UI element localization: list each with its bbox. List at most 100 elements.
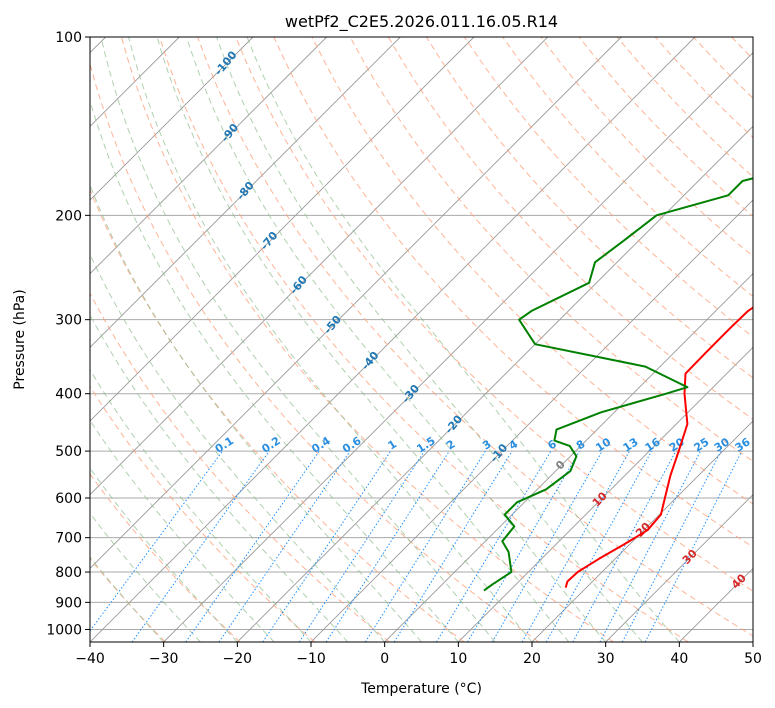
mixing-ratio-label: 1	[386, 437, 400, 452]
mixing-ratio-line	[325, 450, 450, 642]
moist-adiabat-line	[100, 37, 496, 642]
dry-adiabat-line	[349, 37, 753, 462]
mixing-ratio-label: 20	[667, 435, 687, 454]
mixing-ratio-line	[599, 450, 701, 642]
y-tick-label: 800	[55, 565, 82, 581]
y-tick-label: 400	[55, 387, 82, 403]
y-tick-label: 900	[55, 595, 82, 611]
mixing-ratio-label: 25	[692, 435, 712, 454]
moist-adiabat-label: 10	[590, 489, 610, 509]
background-lines	[90, 37, 775, 642]
y-tick-label: 500	[55, 444, 82, 460]
x-tick-label: 10	[449, 651, 467, 667]
dewpoint-profile-line	[483, 177, 753, 592]
plot-area: 0.1 0.2 0.4 0.6 1 1.5 2 3 4 6 8 10 13 16 20 25 30 36-100-…	[90, 37, 775, 642]
x-tick-label: −10	[296, 651, 326, 667]
mixing-ratio-label: 2	[444, 437, 458, 452]
x-tick-label: −40	[75, 651, 105, 667]
dry-adiabat-label: -40	[359, 349, 382, 373]
dry-adiabat-line	[90, 188, 465, 642]
y-tick-label: 300	[55, 313, 82, 329]
mixing-ratio-label: 10	[593, 435, 613, 454]
chart-title: wetPf2_C2E5.2026.011.16.05.R14	[285, 12, 558, 32]
temperature-profile-line	[564, 306, 753, 588]
mixing-ratio-label: 1.5	[414, 434, 437, 456]
dry-adiabat-label: -50	[321, 313, 344, 337]
moist-adiabat-line	[90, 183, 422, 642]
isotherm-line	[384, 273, 753, 642]
dry-adiabat-line	[90, 385, 316, 642]
moist-adiabat-label: 0	[553, 458, 568, 473]
isotherm-line	[90, 37, 401, 348]
isotherm-line	[237, 125, 753, 642]
dry-adiabat-label: -60	[287, 273, 310, 297]
y-axis: 100 200 300 400 500 600 700 800 900 1000	[46, 30, 90, 638]
y-axis-label: Pressure (hPa)	[12, 289, 28, 389]
x-axis: −40 −30 −20 −10 0 10 20 30 40 50	[75, 642, 762, 667]
dry-adiabat-line	[235, 37, 753, 592]
dry-adiabat-line	[90, 473, 241, 642]
isotherm-line	[90, 37, 696, 642]
dry-adiabat-line	[197, 37, 753, 637]
x-axis-label: Temperature (°C)	[360, 681, 482, 697]
mixing-ratio-label: 13	[621, 435, 641, 454]
dry-adiabat-line	[464, 37, 753, 338]
dry-adiabat-line	[770, 37, 775, 642]
isotherm-line	[605, 494, 753, 642]
y-tick-label: 200	[55, 208, 82, 224]
isotherm-line	[90, 37, 475, 422]
x-tick-label: 40	[670, 651, 688, 667]
series-layer	[483, 177, 753, 592]
x-tick-label: −30	[149, 651, 179, 667]
dry-adiabat-line	[387, 37, 753, 420]
y-tick-label: 1000	[46, 622, 82, 638]
dry-adiabat-label: -30	[399, 382, 422, 406]
dry-adiabat-label: -100	[212, 48, 240, 78]
mixing-ratio-line	[393, 450, 513, 642]
mixing-ratio-line	[218, 450, 351, 642]
mixing-ratio-label: 30	[712, 435, 732, 454]
moist-adiabat-line	[216, 37, 643, 642]
dry-adiabat-line	[120, 37, 614, 642]
moist-adiabat-line	[128, 37, 533, 642]
y-tick-label: 700	[55, 531, 82, 547]
isotherm-line	[163, 52, 753, 642]
dry-adiabat-line	[654, 37, 753, 139]
moist-adiabat-line	[246, 37, 680, 642]
x-tick-label: 30	[597, 651, 615, 667]
isotherm-line	[458, 346, 753, 642]
dry-adiabat-line	[425, 37, 753, 379]
dry-adiabat-line	[692, 37, 753, 99]
moist-adiabat-line	[90, 512, 201, 642]
mixing-ratio-line	[621, 450, 722, 642]
dry-adiabat-label: -90	[219, 121, 242, 145]
dry-adiabat-line	[502, 37, 753, 298]
x-tick-label: 20	[523, 651, 541, 667]
x-tick-label: −20	[223, 651, 253, 667]
moist-adiabat-line	[90, 467, 238, 642]
moist-adiabat-line	[185, 37, 607, 642]
dry-adiabat-line	[159, 37, 689, 642]
moist-adiabat-line	[90, 98, 459, 642]
mixing-ratio-line	[185, 450, 320, 642]
isotherm-line	[310, 199, 753, 642]
moist-adiabat-line	[90, 314, 349, 642]
mixing-ratio-line	[131, 450, 270, 642]
isotherm-line	[90, 37, 254, 201]
dry-adiabat-line	[90, 292, 390, 642]
plot-frame	[89, 36, 754, 643]
mixing-ratio-line	[572, 450, 677, 642]
dry-adiabat-line	[311, 37, 753, 505]
y-tick-label: 600	[55, 491, 82, 507]
dry-adiabat-label: -20	[442, 412, 465, 436]
x-tick-label: 50	[744, 651, 762, 667]
mixing-ratio-line	[545, 450, 653, 642]
mixing-ratio-label: 0.6	[340, 434, 364, 456]
isotherm-line	[531, 420, 753, 642]
dry-adiabat-line	[273, 37, 753, 548]
isotherm-line	[90, 37, 327, 275]
mixing-ratio-label: 0.4	[309, 434, 333, 456]
dry-adiabat-label: -80	[234, 179, 257, 203]
moist-adiabat-line	[156, 37, 570, 642]
